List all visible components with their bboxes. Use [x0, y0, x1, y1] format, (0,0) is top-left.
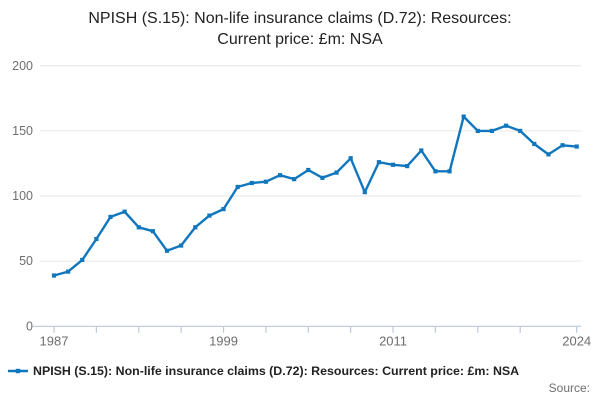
line-chart-canvas: 0 50 100 150 200 1987 1999 2011 2024: [12, 59, 591, 348]
data-point: [179, 243, 184, 248]
data-point: [532, 141, 537, 147]
y-tick-label: 0: [26, 319, 33, 333]
data-point: [164, 248, 170, 253]
x-tick-label: 2011: [379, 333, 407, 348]
source-label: Source:: [548, 381, 590, 395]
y-tick-label: 50: [19, 254, 33, 268]
data-point: [574, 144, 579, 149]
data-point: [390, 162, 396, 167]
data-point: [546, 152, 551, 157]
data-point: [334, 170, 339, 175]
data-point: [66, 269, 71, 274]
data-point: [447, 169, 452, 174]
x-tick-label: 1987: [40, 333, 69, 348]
y-tick-label: 150: [12, 124, 33, 138]
y-tick-label: 100: [12, 189, 33, 203]
data-point: [433, 169, 438, 174]
data-point: [108, 214, 113, 219]
data-point: [560, 143, 565, 148]
data-point: [503, 123, 509, 128]
data-point: [150, 229, 155, 234]
data-point: [489, 128, 495, 134]
data-point: [277, 173, 283, 178]
data-point: [376, 160, 382, 165]
data-point: [461, 114, 466, 119]
data-point: [475, 128, 480, 134]
data-point: [405, 163, 410, 169]
y-tick-label: 200: [12, 59, 33, 73]
data-point: [320, 175, 325, 180]
data-point: [193, 225, 198, 230]
data-point: [292, 177, 297, 182]
data-point: [207, 213, 212, 218]
data-point: [51, 273, 57, 278]
data-point: [419, 148, 424, 153]
data-point: [306, 167, 311, 173]
data-point: [221, 206, 226, 212]
legend-line-marker-icon: [8, 368, 28, 374]
data-point: [235, 184, 240, 190]
data-point: [94, 236, 99, 242]
data-point: [518, 128, 523, 134]
data-point: [263, 179, 269, 184]
legend-label: NPISH (S.15): Non-life insurance claims …: [33, 364, 520, 378]
legend-item: NPISH (S.15): Non-life insurance claims …: [8, 364, 519, 378]
data-point: [136, 225, 141, 230]
x-tick-label: 2024: [562, 333, 591, 348]
data-point: [362, 190, 367, 195]
x-tick-label: 1999: [209, 333, 238, 348]
data-point: [348, 156, 353, 161]
data-point: [249, 180, 254, 186]
data-point: [122, 209, 127, 214]
chart-title: NPISH (S.15): Non-life insurance claims …: [88, 10, 512, 48]
data-point: [80, 257, 85, 262]
series-line: [52, 115, 578, 277]
